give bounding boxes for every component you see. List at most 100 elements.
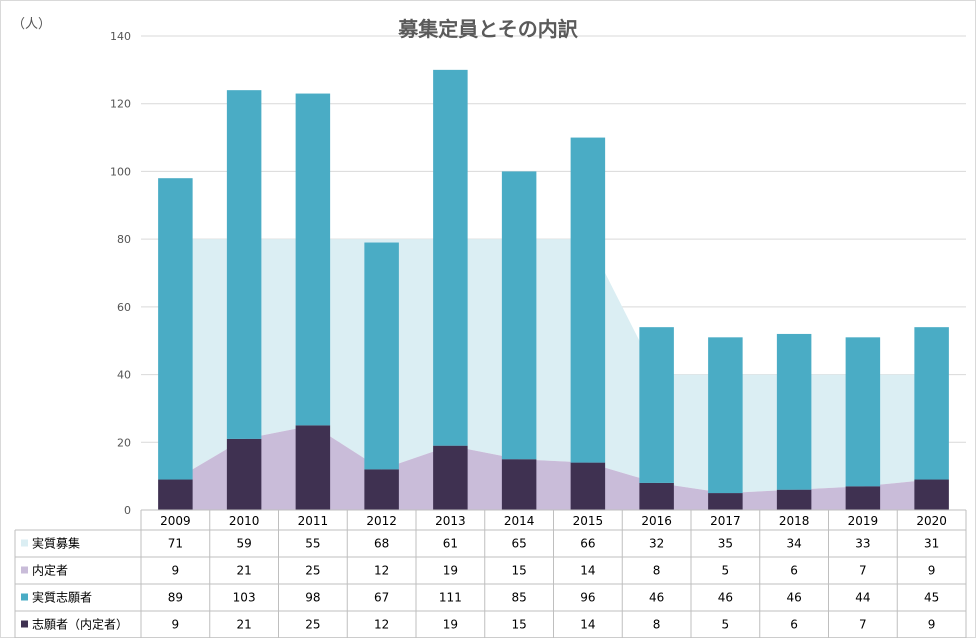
bar-layer xyxy=(158,69,949,510)
y-tick-label: 40 xyxy=(117,369,131,382)
data-label: 9 xyxy=(928,564,936,578)
bar-shiganisha-naiteisha xyxy=(570,462,606,510)
legend-swatch xyxy=(21,620,28,628)
data-label: 33 xyxy=(855,537,870,551)
data-label: 89 xyxy=(168,591,183,605)
data-label: 65 xyxy=(511,537,526,551)
legend-swatch xyxy=(21,539,28,547)
x-tick-label: 2009 xyxy=(160,514,191,528)
bar-shiganisha-naiteisha xyxy=(295,425,331,510)
y-tick-label: 100 xyxy=(110,165,131,178)
data-label: 45 xyxy=(924,591,939,605)
data-label: 67 xyxy=(374,591,389,605)
bar-jisshitsu-shiganisha xyxy=(708,337,743,494)
data-label: 14 xyxy=(580,564,595,578)
y-tick-label: 80 xyxy=(117,233,131,246)
x-tick-label: 2020 xyxy=(916,514,947,528)
data-label: 34 xyxy=(786,537,801,551)
bar-jisshitsu-shiganisha xyxy=(845,337,881,487)
bar-shiganisha-naiteisha xyxy=(433,445,468,510)
x-tick-label: 2014 xyxy=(504,514,535,528)
y-tick-label: 60 xyxy=(117,301,131,314)
bar-jisshitsu-shiganisha xyxy=(914,327,949,480)
data-label: 9 xyxy=(928,618,936,632)
data-label: 44 xyxy=(855,591,870,605)
data-label: 25 xyxy=(305,564,320,578)
x-tick-label: 2019 xyxy=(848,514,879,528)
x-tick-label: 2011 xyxy=(298,514,329,528)
data-table: 2009 2010 2011 2012 2013 2014 2015 2016 2017 2018… xyxy=(14,510,967,638)
data-label: 19 xyxy=(443,564,458,578)
legend-label: 実質募集 xyxy=(32,536,80,551)
data-label: 8 xyxy=(653,618,661,632)
data-label: 14 xyxy=(580,618,595,632)
legend-label: 内定者 xyxy=(32,563,68,578)
bar-shiganisha-naiteisha xyxy=(226,438,262,510)
x-tick-label: 2017 xyxy=(710,514,741,528)
bar-jisshitsu-shiganisha xyxy=(776,333,812,490)
y-tick-label: 140 xyxy=(110,30,131,43)
bar-shiganisha-naiteisha xyxy=(776,489,812,510)
data-label: 15 xyxy=(511,618,526,632)
bar-shiganisha-naiteisha xyxy=(364,469,399,510)
data-label: 55 xyxy=(305,537,320,551)
data-label: 12 xyxy=(374,618,389,632)
bar-jisshitsu-shiganisha xyxy=(158,178,193,480)
data-label: 19 xyxy=(443,618,458,632)
x-tick-label: 2015 xyxy=(573,514,604,528)
data-label: 6 xyxy=(790,618,798,632)
bar-shiganisha-naiteisha xyxy=(914,479,949,510)
bar-shiganisha-naiteisha xyxy=(639,482,674,510)
x-tick-label: 2016 xyxy=(641,514,672,528)
y-tick-label: 0 xyxy=(124,504,131,517)
bar-shiganisha-naiteisha xyxy=(845,486,881,510)
data-label: 21 xyxy=(236,564,251,578)
data-label: 15 xyxy=(511,564,526,578)
data-label: 7 xyxy=(859,564,867,578)
x-tick-label: 2012 xyxy=(366,514,397,528)
bar-jisshitsu-shiganisha xyxy=(295,93,331,426)
data-label: 5 xyxy=(722,618,730,632)
bar-jisshitsu-shiganisha xyxy=(433,69,468,446)
data-label: 8 xyxy=(653,564,661,578)
bar-shiganisha-naiteisha xyxy=(501,459,537,510)
data-label: 32 xyxy=(649,537,664,551)
data-label: 96 xyxy=(580,591,595,605)
bar-jisshitsu-shiganisha xyxy=(639,327,674,483)
data-label: 9 xyxy=(172,618,180,632)
data-label: 71 xyxy=(168,537,183,551)
data-label: 66 xyxy=(580,537,595,551)
data-label: 111 xyxy=(439,591,462,605)
data-label: 46 xyxy=(786,591,801,605)
x-tick-label: 2013 xyxy=(435,514,466,528)
y-tick-label: 20 xyxy=(117,436,131,449)
data-label: 103 xyxy=(233,591,256,605)
data-label: 68 xyxy=(374,537,389,551)
bar-shiganisha-naiteisha xyxy=(158,479,193,510)
data-label: 21 xyxy=(236,618,251,632)
chart-title: 募集定員とその内訳 xyxy=(397,17,578,41)
data-label: 6 xyxy=(790,564,798,578)
legend-swatch xyxy=(21,593,28,601)
data-label: 9 xyxy=(172,564,180,578)
bar-shiganisha-naiteisha xyxy=(708,493,743,510)
bar-jisshitsu-shiganisha xyxy=(226,90,262,439)
legend-label: 志願者（内定者） xyxy=(32,617,128,632)
bar-jisshitsu-shiganisha xyxy=(364,242,399,470)
bar-jisshitsu-shiganisha xyxy=(570,137,606,463)
data-label: 46 xyxy=(649,591,664,605)
data-label: 31 xyxy=(924,537,939,551)
data-label: 59 xyxy=(236,537,251,551)
data-label: 85 xyxy=(511,591,526,605)
data-label: 12 xyxy=(374,564,389,578)
data-label: 98 xyxy=(305,591,320,605)
y-tick-label: 120 xyxy=(110,98,131,111)
data-label: 7 xyxy=(859,618,867,632)
legend-swatch xyxy=(21,566,28,574)
bar-jisshitsu-shiganisha xyxy=(501,171,537,460)
y-axis-unit: （人） xyxy=(12,17,51,32)
data-label: 61 xyxy=(443,537,458,551)
legend-label: 実質志願者 xyxy=(32,590,92,605)
